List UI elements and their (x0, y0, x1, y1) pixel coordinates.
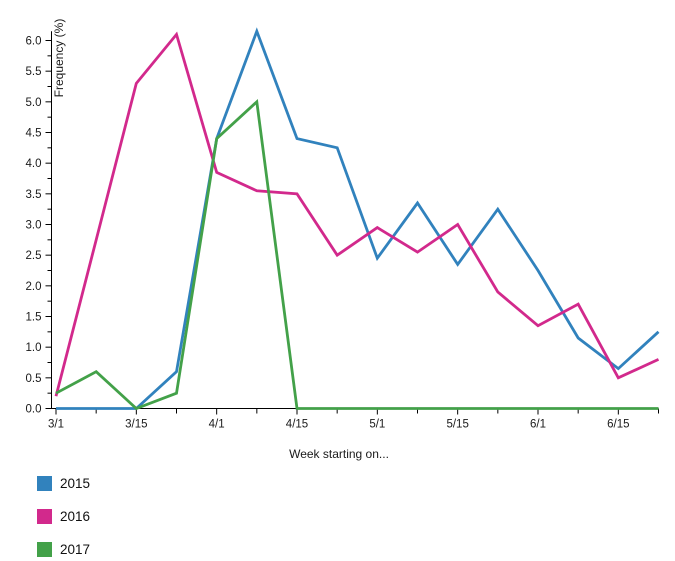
legend-item-2017: 2017 (37, 542, 90, 557)
legend-label-2016: 2016 (60, 509, 91, 524)
y-tick-label: 5.5 (26, 66, 42, 78)
y-tick-label: 4.5 (26, 128, 42, 140)
y-tick-label: 3.5 (26, 189, 42, 201)
legend: 2015 2016 2017 (37, 476, 90, 561)
legend-label-2015: 2015 (60, 476, 91, 491)
y-tick-label: 0.5 (26, 373, 42, 385)
legend-item-2015: 2015 (37, 476, 90, 491)
legend-swatch-2015 (37, 476, 52, 491)
x-tick-label: 5/1 (369, 419, 385, 431)
series-line-2015 (56, 27, 660, 410)
y-axis-title: Frequency (%) (52, 19, 66, 98)
line-chart: 0.0 0.5 1.0 1.5 2.0 2.5 3.0 3.5 4.0 4.5 5.0 5.5 6.0 3… (26, 19, 660, 461)
x-tick-label: 5/15 (446, 419, 468, 431)
legend-swatch-2017 (37, 542, 52, 557)
legend-item-2016: 2016 (37, 509, 90, 524)
y-tick-label: 0.0 (26, 404, 42, 416)
legend-swatch-2016 (37, 509, 52, 524)
x-tick-label: 6/15 (607, 419, 629, 431)
series-line-2016 (54, 31, 660, 397)
x-tick-label: 3/1 (48, 419, 64, 431)
x-tick-label: 4/15 (286, 419, 308, 431)
y-tick-label: 6.0 (26, 36, 42, 48)
x-tick-label: 4/1 (209, 419, 225, 431)
y-tick-label: 3.0 (26, 220, 42, 232)
y-tick-label: 1.0 (26, 342, 42, 354)
x-tick-label: 6/1 (530, 419, 546, 431)
legend-label-2017: 2017 (60, 542, 91, 557)
y-tick-label: 2.0 (26, 281, 42, 293)
x-axis-title: Week starting on... (289, 447, 389, 461)
y-tick-label: 5.0 (26, 97, 42, 109)
y-tick-label: 2.5 (26, 250, 42, 262)
x-tick-label: 3/15 (125, 419, 147, 431)
y-tick-label: 4.0 (26, 158, 42, 170)
series-line-2017 (55, 98, 659, 411)
y-tick-label: 1.5 (26, 312, 42, 324)
